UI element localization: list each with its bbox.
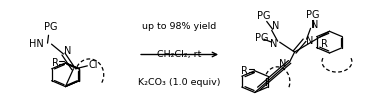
Text: HN: HN <box>29 39 43 49</box>
Text: PG: PG <box>255 33 268 43</box>
Text: up to 98% yield: up to 98% yield <box>142 22 216 31</box>
Text: R: R <box>52 58 59 68</box>
Text: N: N <box>272 21 279 31</box>
Text: R: R <box>321 39 328 49</box>
Text: PG: PG <box>257 11 271 21</box>
Text: N: N <box>279 59 287 69</box>
Text: R: R <box>242 66 248 76</box>
Text: CH₂Cl₂, rt: CH₂Cl₂, rt <box>156 50 201 59</box>
Text: N: N <box>306 36 313 46</box>
Text: Cl: Cl <box>88 60 98 70</box>
Text: N: N <box>64 46 71 56</box>
Text: N: N <box>311 20 318 30</box>
Text: PG: PG <box>306 9 319 20</box>
Text: K₂CO₃ (1.0 equiv): K₂CO₃ (1.0 equiv) <box>138 78 220 87</box>
Text: PG: PG <box>44 22 57 32</box>
Text: N: N <box>270 39 277 49</box>
